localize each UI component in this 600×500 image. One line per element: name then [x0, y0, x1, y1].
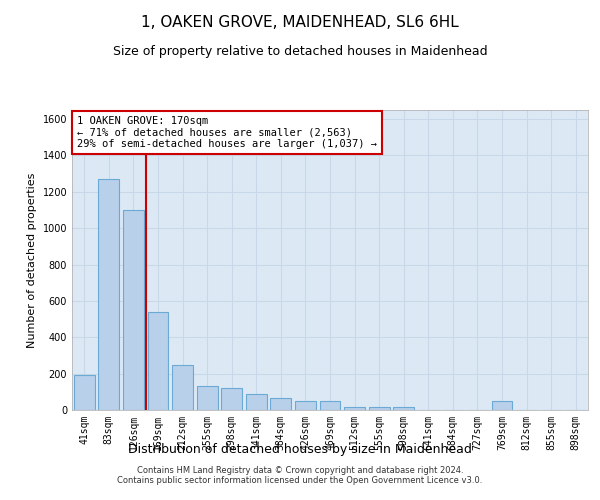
Bar — [295, 401, 316, 410]
Bar — [221, 388, 242, 410]
Bar — [491, 401, 512, 410]
Bar — [197, 386, 218, 410]
Y-axis label: Number of detached properties: Number of detached properties — [27, 172, 37, 348]
Bar — [393, 408, 414, 410]
Bar — [98, 179, 119, 410]
Bar — [320, 401, 340, 410]
Text: 1 OAKEN GROVE: 170sqm
← 71% of detached houses are smaller (2,563)
29% of semi-d: 1 OAKEN GROVE: 170sqm ← 71% of detached … — [77, 116, 377, 149]
Text: Contains HM Land Registry data © Crown copyright and database right 2024.
Contai: Contains HM Land Registry data © Crown c… — [118, 466, 482, 485]
Text: Distribution of detached houses by size in Maidenhead: Distribution of detached houses by size … — [128, 442, 472, 456]
Bar — [368, 408, 389, 410]
Bar — [246, 394, 267, 410]
Bar — [148, 312, 169, 410]
Bar — [344, 408, 365, 410]
Bar — [123, 210, 144, 410]
Text: Size of property relative to detached houses in Maidenhead: Size of property relative to detached ho… — [113, 45, 487, 58]
Text: 1, OAKEN GROVE, MAIDENHEAD, SL6 6HL: 1, OAKEN GROVE, MAIDENHEAD, SL6 6HL — [141, 15, 459, 30]
Bar — [271, 398, 292, 410]
Bar — [74, 374, 95, 410]
Bar — [172, 364, 193, 410]
